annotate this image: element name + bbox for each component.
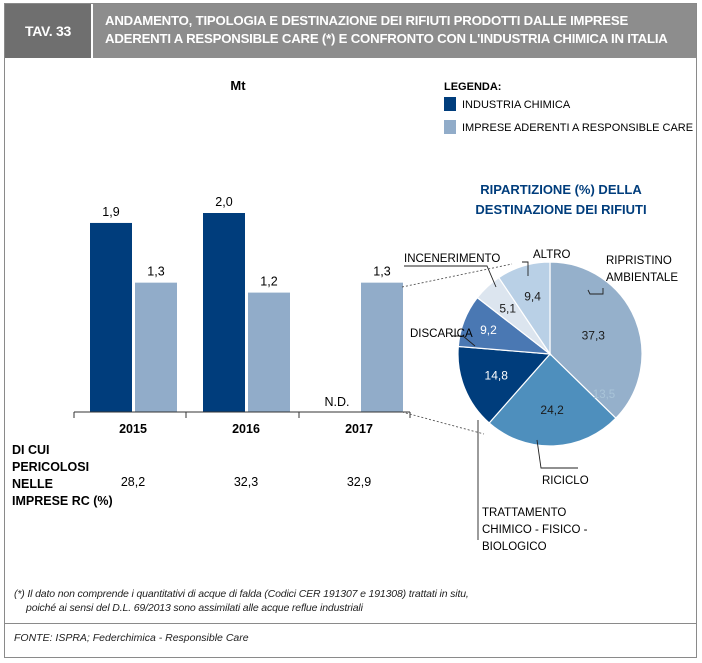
legend-swatch-industry bbox=[444, 97, 456, 111]
pie-ghost-value: 13,5 bbox=[593, 389, 615, 401]
bar-label-rc-2017: 1,3 bbox=[373, 265, 390, 279]
pie-value-riciclo: 24,2 bbox=[540, 403, 564, 417]
pie-label-trattamento-chimico-fisico-biologico-line-2: CHIMICO - FISICO - bbox=[482, 524, 588, 536]
pie-label-riciclo-line-1: RICICLO bbox=[542, 475, 589, 487]
pie-leader-incenerimento bbox=[404, 265, 497, 288]
bar-label-industry-2016: 2,0 bbox=[215, 195, 232, 209]
bar-rc-2015 bbox=[135, 282, 177, 412]
pie-leader-discarica bbox=[452, 335, 476, 347]
figure-header: TAV. 33 ANDAMENTO, TIPOLOGIA E DESTINAZI… bbox=[5, 4, 696, 58]
x-tick-label-2016: 2016 bbox=[232, 422, 260, 436]
pie-slice-altro bbox=[497, 261, 551, 356]
connector-bottom bbox=[401, 411, 485, 435]
pie-leader-altro bbox=[522, 261, 529, 276]
legend-label-rc: IMPRESE ADERENTI A RESPONSIBLE CARE bbox=[462, 122, 693, 134]
bar-industry-2015 bbox=[90, 222, 132, 412]
pie-title-line-1: RIPARTIZIONE (%) DELLA bbox=[480, 182, 642, 197]
pie-value-altro: 9,4 bbox=[524, 290, 541, 304]
figure-title: ANDAMENTO, TIPOLOGIA E DESTINAZIONE DEI … bbox=[93, 4, 696, 58]
footnote-line-1: (*) Il dato non comprende i quantitativi… bbox=[14, 588, 469, 600]
pie-value-trattamento-chimico-fisico-biologico: 14,8 bbox=[485, 369, 509, 383]
legend-title: LEGENDA: bbox=[444, 81, 501, 93]
pie-slice-trattamento-chimico-fisico-biologico bbox=[457, 345, 552, 424]
connector-top bbox=[401, 263, 513, 288]
pie-label-altro-line-1: ALTRO bbox=[533, 249, 571, 261]
legend-swatch-rc bbox=[444, 120, 456, 134]
table-number: TAV. 33 bbox=[5, 4, 91, 58]
source-divider bbox=[5, 623, 696, 624]
hazardous-label-line-4: IMPRESE RC (%) bbox=[12, 494, 113, 508]
pie-label-discarica-line-1: DISCARICA bbox=[410, 328, 473, 340]
x-tick-label-2017: 2017 bbox=[345, 422, 373, 436]
pie-label-ripristino-ambientale-line-2: AMBIENTALE bbox=[606, 272, 678, 284]
bar-rc-2016 bbox=[248, 292, 290, 412]
bar-label-rc-2015: 1,3 bbox=[147, 265, 164, 279]
unit-label: Mt bbox=[230, 78, 246, 93]
pie-slice-riciclo bbox=[488, 353, 617, 447]
hazardous-label-line-1: DI CUI bbox=[12, 443, 50, 457]
figure-title-line-2: ADERENTI A RESPONSIBLE CARE (*) E CONFRO… bbox=[105, 31, 668, 46]
pie-label-trattamento-chimico-fisico-biologico-line-3: BIOLOGICO bbox=[482, 541, 547, 553]
pie-leader-ripristino-ambientale bbox=[587, 288, 604, 295]
pie-label-trattamento-chimico-fisico-biologico-line-1: TRATTAMENTO bbox=[482, 507, 566, 519]
pie-value-discarica: 9,2 bbox=[480, 323, 497, 337]
pie-title-line-2: DESTINAZIONE DEI RIFIUTI bbox=[475, 202, 646, 217]
hazardous-value-2017: 32,9 bbox=[347, 475, 371, 489]
pie-value-incenerimento: 5,1 bbox=[499, 302, 516, 316]
bar-rc-2017 bbox=[361, 282, 403, 412]
footnote-line-2: poiché ai sensi del D.L. 69/2013 sono as… bbox=[26, 602, 363, 614]
figure-title-line-1: ANDAMENTO, TIPOLOGIA E DESTINAZIONE DEI … bbox=[105, 13, 629, 28]
bar-industry-2016 bbox=[203, 213, 245, 412]
hazardous-label-line-3: NELLE bbox=[12, 477, 53, 491]
pie-slice-ripristino-ambientale bbox=[549, 261, 643, 420]
pie-label-incenerimento-line-1: INCENERIMENTO bbox=[404, 253, 500, 265]
source-note: FONTE: ISPRA; Federchimica - Responsible… bbox=[14, 632, 249, 644]
bar-label-rc-2016: 1,2 bbox=[260, 275, 277, 289]
legend-label-industry: INDUSTRIA CHIMICA bbox=[462, 99, 571, 111]
x-tick-label-2015: 2015 bbox=[119, 422, 147, 436]
pie-label-ripristino-ambientale-line-1: RIPRISTINO bbox=[606, 255, 672, 267]
bar-label-industry-2017: N.D. bbox=[325, 395, 350, 409]
bar-label-industry-2015: 1,9 bbox=[102, 205, 119, 219]
footnote: (*) Il dato non comprende i quantitativi… bbox=[14, 587, 674, 615]
figure-frame bbox=[4, 3, 697, 658]
hazardous-label-line-2: PERICOLOSI bbox=[12, 460, 89, 474]
pie-leader-riciclo bbox=[536, 439, 578, 469]
pie-value-ripristino-ambientale: 37,3 bbox=[582, 329, 606, 343]
hazardous-value-2016: 32,3 bbox=[234, 475, 258, 489]
hazardous-value-2015: 28,2 bbox=[121, 475, 145, 489]
